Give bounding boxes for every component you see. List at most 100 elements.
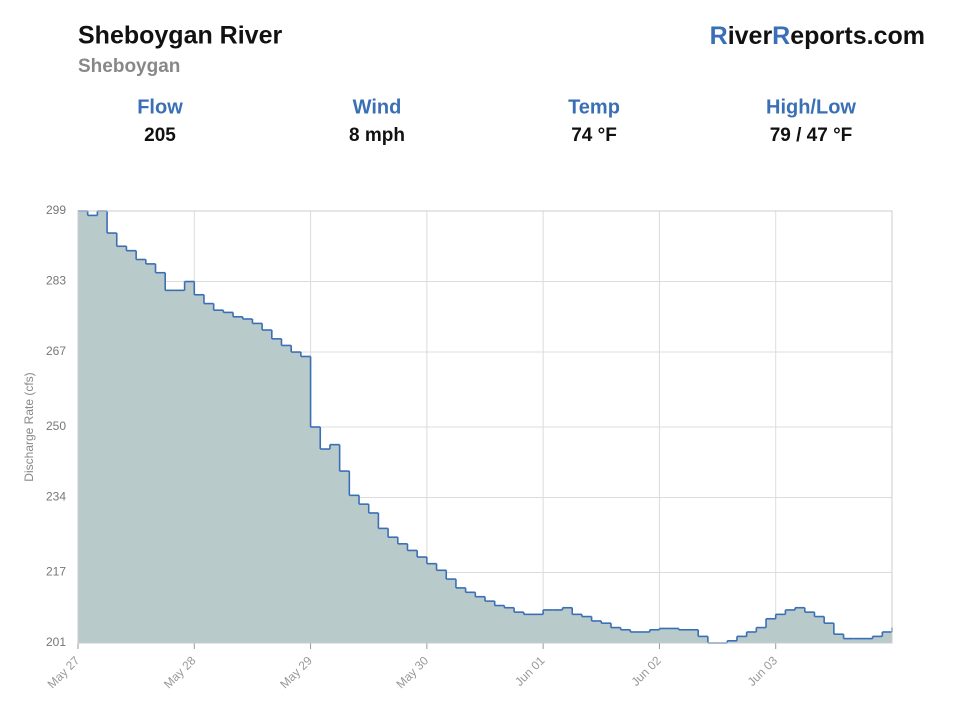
area-step (543, 609, 554, 643)
area-step (504, 607, 515, 643)
x-tick-label: Jun 02 (628, 653, 664, 689)
stat-label: Flow (137, 96, 183, 118)
area-step (233, 316, 244, 643)
area-step (378, 528, 389, 643)
area-step (523, 614, 534, 643)
brand-part: R (772, 22, 790, 50)
area-step (262, 330, 273, 643)
area-step (426, 563, 438, 643)
area-step (455, 587, 467, 643)
area-step (795, 607, 806, 643)
x-tick-label: Jun 01 (512, 653, 548, 689)
area-step (349, 495, 360, 643)
area-step (397, 543, 408, 643)
subtitle: Sheboygan (78, 56, 180, 77)
area-step (388, 537, 399, 643)
area-step (320, 449, 331, 643)
area-step (174, 290, 186, 643)
area-step (630, 631, 641, 643)
area-step (368, 512, 379, 643)
y-tick-label: 217 (46, 565, 66, 579)
area-step (843, 638, 854, 643)
y-tick-label: 250 (46, 419, 66, 433)
area-step (329, 444, 341, 643)
area-step (494, 605, 505, 643)
area-step (203, 303, 215, 643)
brand: RiverReports.com (710, 22, 925, 50)
area-step (824, 623, 835, 643)
area-step (242, 319, 253, 643)
area-step (736, 636, 748, 643)
area-step (853, 638, 864, 643)
area-step (116, 246, 127, 643)
y-tick-label: 299 (46, 203, 66, 217)
area-step (698, 636, 709, 643)
area-step (882, 631, 893, 643)
area-step (766, 618, 777, 643)
x-tick-label: May 28 (161, 653, 199, 691)
area-step (785, 609, 796, 643)
area-step (833, 634, 845, 643)
area-step (165, 290, 176, 643)
area-step (572, 614, 583, 643)
x-tick-label: May 27 (45, 653, 83, 691)
area-step (552, 609, 564, 643)
y-tick-label: 267 (46, 344, 66, 358)
stat-value: 79 / 47 °F (770, 125, 853, 146)
area-step (78, 211, 89, 643)
y-tick-label: 234 (46, 490, 66, 504)
area-step (814, 616, 825, 643)
area-step (339, 471, 350, 643)
area-step (485, 601, 496, 643)
area-step (727, 640, 738, 643)
plot-frame (77, 210, 893, 644)
area-step (775, 614, 786, 643)
area-step (756, 627, 767, 643)
area-step (87, 215, 98, 644)
area-step (872, 636, 883, 643)
area-step (300, 356, 312, 643)
y-tick-label: 283 (46, 274, 66, 288)
brand-part: eports.com (790, 22, 925, 50)
area-step (620, 629, 631, 643)
stat-value: 8 mph (349, 125, 405, 146)
x-tick-label: Jun 03 (745, 653, 781, 689)
area-step (107, 233, 118, 643)
area-step (145, 263, 157, 643)
area-step (291, 352, 302, 643)
area-step (640, 631, 651, 643)
area-step (97, 211, 108, 643)
area-step (126, 250, 137, 643)
area-step (862, 638, 874, 643)
x-tick-label: May 30 (393, 653, 431, 691)
area-step (223, 312, 234, 643)
area-step (359, 504, 370, 643)
area-step (591, 620, 602, 643)
stat-label: High/Low (766, 96, 856, 118)
area-step (417, 557, 428, 643)
area-step (475, 596, 486, 643)
area-step (669, 628, 680, 643)
stat-label: Temp (568, 96, 620, 118)
brand-part: iver (728, 22, 773, 50)
area-step (678, 629, 689, 643)
area-step (659, 628, 670, 643)
area-step (281, 345, 292, 643)
y-axis-label: Discharge Rate (cfs) (22, 372, 36, 481)
area-step (136, 259, 147, 643)
area-step (271, 338, 282, 643)
area-step (436, 570, 447, 643)
stat-value: 74 °F (571, 125, 617, 146)
area-step (446, 579, 457, 643)
stat-label: Wind (353, 96, 402, 118)
area-step (533, 614, 544, 643)
title: Sheboygan River (78, 22, 282, 50)
area-step (688, 629, 699, 643)
area-step (804, 612, 815, 643)
area-step (184, 281, 195, 643)
area-step (746, 631, 757, 643)
area-step (581, 616, 593, 643)
x-tick-label: May 29 (277, 653, 315, 691)
